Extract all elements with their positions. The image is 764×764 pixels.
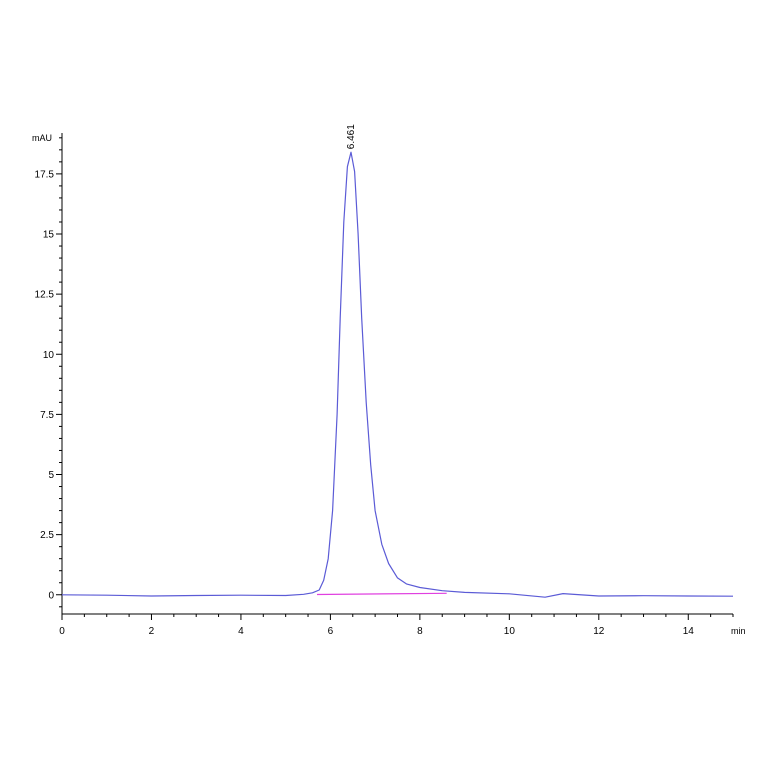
peak-retention-label: 6.461: [346, 124, 357, 149]
y-tick-label: 12.5: [35, 290, 55, 301]
x-axis-title: min: [731, 626, 746, 636]
annotation-layer: 6.461: [346, 124, 357, 149]
y-tick-label: 2.5: [40, 530, 54, 541]
signal-trace: [61, 151, 734, 598]
y-tick-label: 5: [48, 470, 54, 481]
y-tick-label: 7.5: [40, 410, 54, 421]
x-tick-label: 8: [417, 626, 423, 637]
x-ticks: 0 2 4 6 8 10 12 14: [59, 614, 734, 637]
series-layer: [61, 151, 734, 598]
y-ticks: 0 2.5 5 7.5 10 12.5 15 17.5: [35, 137, 62, 608]
y-tick-label: 17.5: [35, 169, 55, 180]
x-tick-label: 4: [238, 626, 244, 637]
y-axis-title: mAU: [32, 133, 52, 143]
x-tick-label: 14: [683, 626, 695, 637]
x-tick-label: 12: [593, 626, 605, 637]
x-tick-label: 2: [149, 626, 155, 637]
y-tick-label: 10: [43, 350, 55, 361]
y-tick-label: 15: [43, 230, 55, 241]
x-tick-label: 10: [504, 626, 516, 637]
x-tick-label: 0: [59, 626, 65, 637]
axes: [61, 133, 733, 615]
x-tick-label: 6: [328, 626, 334, 637]
y-tick-label: 0: [48, 590, 54, 601]
integration-baseline: [316, 592, 447, 596]
